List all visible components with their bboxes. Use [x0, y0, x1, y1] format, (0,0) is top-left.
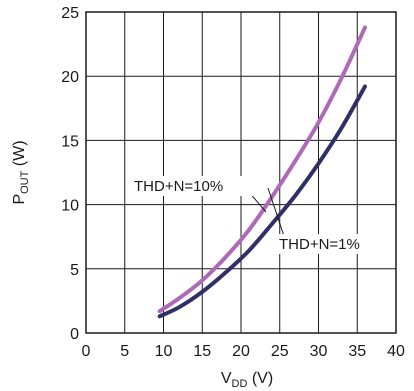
x-tick-label: 5: [120, 343, 129, 360]
y-tick-label: 0: [70, 326, 79, 343]
series-lines: [157, 25, 367, 319]
x-axis-label-main: V: [221, 370, 232, 387]
x-tick-label: 10: [155, 343, 173, 360]
annotation-label-thd-10: THD+N=10%: [134, 178, 223, 195]
y-tick-label: 25: [61, 5, 79, 22]
x-axis-label-sub: DD: [232, 378, 248, 390]
annotation-label-thd-1: THD+N=1%: [279, 236, 360, 253]
y-axis-label-sub: OUT: [19, 170, 31, 194]
y-tick-label: 15: [61, 133, 79, 150]
x-tick-labels: 0 5 10 15 20 25 30 35 40: [82, 343, 405, 360]
annotation-thd-1: THD+N=1%: [267, 187, 391, 254]
x-tick-label: 20: [232, 343, 250, 360]
y-axis-label: POUT (W): [11, 140, 31, 204]
y-tick-label: 5: [70, 262, 79, 279]
series-line-thd-10: [157, 25, 367, 314]
grid: [86, 12, 396, 333]
x-tick-label: 15: [193, 343, 211, 360]
x-tick-label: 25: [271, 343, 289, 360]
x-tick-label: 40: [387, 343, 405, 360]
y-tick-labels: 0 5 10 15 20 25: [61, 5, 79, 343]
x-axis-label-unit: (V): [247, 370, 273, 387]
y-axis-label-unit: (W): [11, 140, 28, 170]
x-tick-label: 0: [82, 343, 91, 360]
annotation-leader-thd-1: [267, 187, 285, 237]
plot-frame: [85, 11, 397, 334]
annotation-bg-thd-10: [132, 176, 260, 196]
y-tick-label: 10: [61, 198, 79, 215]
y-tick-label: 20: [61, 69, 79, 86]
annotation-thd-10: THD+N=10%: [132, 176, 267, 213]
series-line-thd-1: [157, 84, 367, 319]
x-tick-label: 30: [310, 343, 328, 360]
y-axis-label-main: P: [11, 194, 28, 205]
x-axis-label: VDD (V): [221, 370, 273, 390]
x-tick-label: 35: [348, 343, 366, 360]
annotation-bg-thd-1: [277, 234, 391, 254]
